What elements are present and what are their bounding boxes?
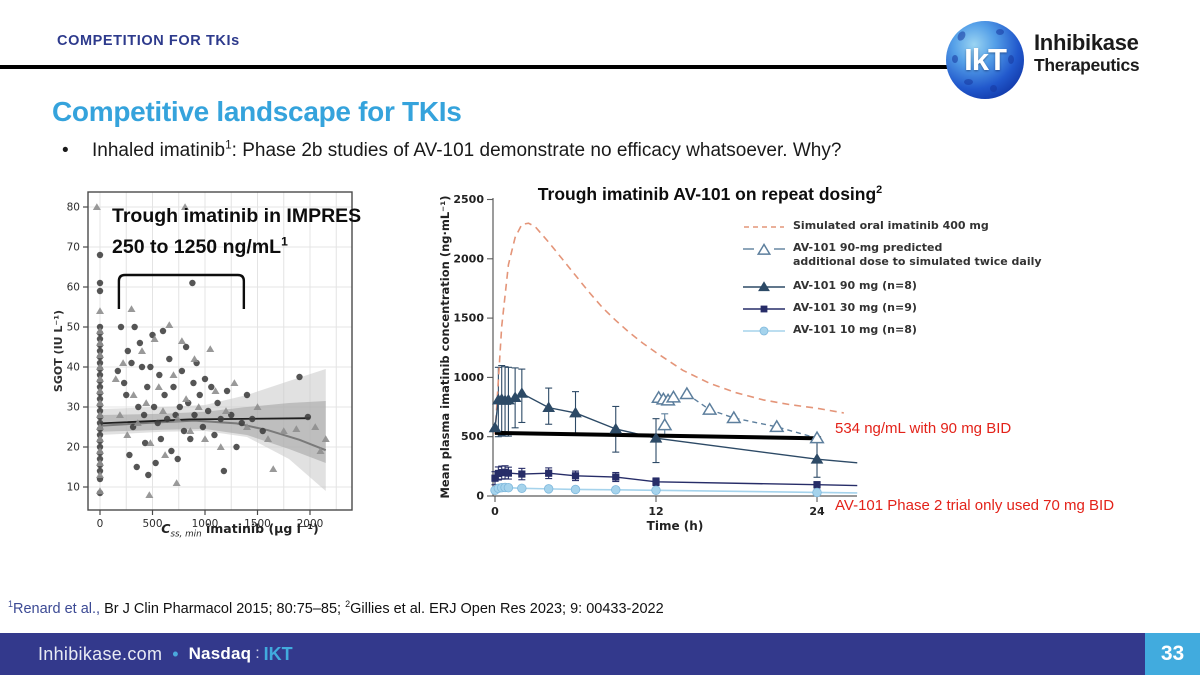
legend-item-2: AV-101 90 mg (n=8) <box>742 279 1042 295</box>
footer-colon: : <box>255 645 260 662</box>
annotation-534-ngml: 534 ng/mL with 90 mg BID <box>835 420 1012 437</box>
svg-text:2000: 2000 <box>453 252 484 265</box>
slide-kicker: COMPETITION FOR TKIs <box>57 33 240 49</box>
legend-swatch-icon <box>743 326 785 336</box>
svg-text:1500: 1500 <box>453 312 484 325</box>
footer-bar: Inhibikase.com • Nasdaq : IKT <box>0 633 1200 675</box>
annotation-phase2-dose: AV-101 Phase 2 trial only used 70 mg BID <box>835 497 1115 514</box>
svg-text:2500: 2500 <box>453 193 484 206</box>
svg-text:1000: 1000 <box>453 371 484 384</box>
svg-text:50: 50 <box>67 322 80 334</box>
legend-label: AV-101 10 mg (n=8) <box>793 323 917 336</box>
header-rule <box>0 65 950 69</box>
svg-text:0: 0 <box>97 518 104 530</box>
logo-monogram: IkT <box>964 42 1007 77</box>
imatinib-sgot-scatter-chart: 10 20 30 40 50 60 70 80 0 500 1000 1500 2000 SGOT (IU… <box>52 191 353 530</box>
svg-text:80: 80 <box>67 202 80 214</box>
svg-text:70: 70 <box>67 242 80 254</box>
svg-text:40: 40 <box>67 362 80 374</box>
bullet-superscript: 1 <box>225 138 232 152</box>
company-logo-icon <box>946 21 1024 99</box>
page-title: Competitive landscape for TKIs <box>52 96 462 127</box>
legend-item-3: AV-101 30 mg (n=9) <box>742 301 1042 317</box>
svg-text:60: 60 <box>67 282 80 294</box>
svg-text:30: 30 <box>67 402 80 414</box>
legend-item-0: Simulated oral imatinib 400 mg <box>742 219 1042 235</box>
svg-text:Mean plasma imatinib concentra: Mean plasma imatinib concentration (ng·m… <box>438 195 452 498</box>
references-footnote: 1Renard et al., Br J Clin Pharmacol 2015… <box>8 599 664 617</box>
line-chart-legend: Simulated oral imatinib 400 mg AV-101 90-… <box>742 219 1042 345</box>
bullet-text-rest: : Phase 2b studies of AV-101 demonstrate… <box>231 140 842 161</box>
svg-text:12: 12 <box>648 505 663 518</box>
svg-text:20: 20 <box>67 442 80 454</box>
svg-text:500: 500 <box>142 518 162 530</box>
legend-swatch-icon <box>743 305 785 313</box>
legend-swatch-icon <box>744 226 784 228</box>
bullet-text: Inhaled imatinib <box>92 140 226 161</box>
legend-item-4: AV-101 10 mg (n=8) <box>742 323 1042 339</box>
page-number-badge: 33 <box>1145 633 1200 675</box>
footer-ticker: IKT <box>263 643 293 664</box>
company-name-line2: Therapeutics <box>1034 55 1140 75</box>
svg-text:1500: 1500 <box>244 518 271 530</box>
legend-item-1: AV-101 90-mg predicted additional dose t… <box>742 241 1042 268</box>
bullet-dot: • <box>62 140 69 161</box>
bullet-item: • Inhaled imatinib1: Phase 2b studies of … <box>62 138 842 162</box>
av101-concentration-line-chart: 0 500 1000 1500 2000 2500 0 12 24 Time (h) Mean pl… <box>438 193 858 533</box>
svg-text:0: 0 <box>491 505 499 518</box>
legend-label: Simulated oral imatinib 400 mg <box>793 219 989 232</box>
svg-text:500: 500 <box>461 430 484 443</box>
svg-text:1000: 1000 <box>192 518 219 530</box>
svg-text:2000: 2000 <box>297 518 324 530</box>
svg-text:SGOT (IU L⁻¹): SGOT (IU L⁻¹) <box>52 310 65 392</box>
line-chart-title: Trough imatinib AV-101 on repeat dosing2 <box>537 184 883 204</box>
footer-bullet: • <box>172 643 179 664</box>
legend-label: AV-101 30 mg (n=9) <box>793 301 917 314</box>
legend-swatch-icon <box>743 243 785 255</box>
company-name-line1: Inhibikase <box>1034 30 1139 55</box>
scatter-chart-title: Trough imatinib in IMPRES 250 to 1250 ng… <box>112 205 362 258</box>
legend-label: AV-101 90-mg predicted additional dose t… <box>793 241 1042 268</box>
legend-label: AV-101 90 mg (n=8) <box>793 279 917 292</box>
svg-text:Time (h): Time (h) <box>647 519 704 533</box>
svg-text:0: 0 <box>476 490 484 503</box>
footer-website: Inhibikase.com <box>38 643 163 664</box>
svg-text:24: 24 <box>809 505 825 518</box>
scatter-chart-xlabel: Css, min imatinib (µg l⁻¹) <box>161 521 319 540</box>
footer-exchange: Nasdaq <box>188 644 252 663</box>
legend-swatch-icon <box>743 281 785 292</box>
svg-text:10: 10 <box>67 482 80 494</box>
